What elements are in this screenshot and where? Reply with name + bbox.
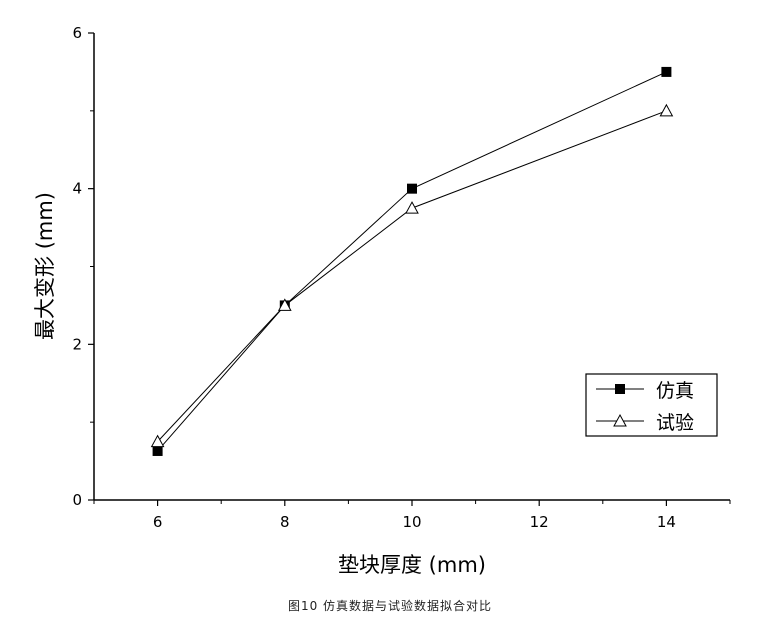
data-point-sim <box>661 66 672 77</box>
legend-label-sim: 仿真 <box>656 380 694 402</box>
data-point-sim <box>152 445 163 456</box>
series-line-0 <box>157 71 667 452</box>
legend-label-test: 试验 <box>656 412 694 434</box>
y-tick-label: 2 <box>72 335 82 353</box>
data-point-test <box>150 434 165 448</box>
y-tick-label: 6 <box>72 24 82 42</box>
x-tick-label: 6 <box>153 513 163 531</box>
x-axis-label: 垫块厚度 (mm) <box>338 553 486 577</box>
y-tick-label: 0 <box>72 491 82 509</box>
figure-caption: 图10 仿真数据与试验数据拟合对比 <box>287 599 493 613</box>
data-point-test <box>277 298 292 311</box>
y-tick-label: 4 <box>72 180 82 198</box>
legend-marker-test <box>613 413 627 427</box>
series-line-1 <box>157 110 667 442</box>
series-layer <box>150 66 674 456</box>
data-point-test <box>405 201 419 214</box>
legend: 仿真 试验 <box>585 373 718 437</box>
line-chart: 6 8 10 12 14 0 2 4 6 垫块厚度 (mm) 最大变形 (mm) 仿真 试验 <box>33 24 731 577</box>
x-ticks: 6 8 10 12 14 <box>93 500 731 531</box>
x-tick-label: 8 <box>280 513 290 531</box>
y-axis-label: 最大变形 (mm) <box>33 192 57 340</box>
x-tick-label: 12 <box>530 513 549 531</box>
x-tick-label: 14 <box>657 513 676 531</box>
y-ticks: 0 2 4 6 <box>72 24 94 509</box>
legend-marker-sim <box>615 384 625 394</box>
x-tick-label: 10 <box>402 513 421 531</box>
data-point-sim <box>407 183 417 194</box>
legend-box <box>585 373 718 437</box>
data-point-test <box>659 103 674 117</box>
